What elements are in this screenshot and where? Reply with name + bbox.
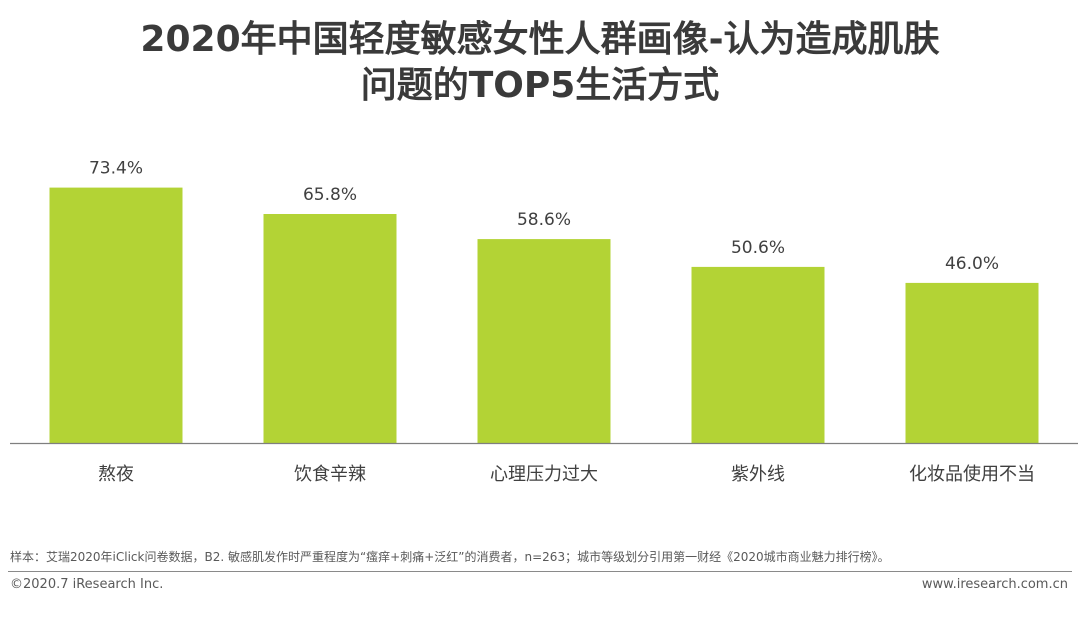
category-label: 紫外线 bbox=[731, 464, 785, 485]
chart-title-line-2: 问题的TOP5生活方式 bbox=[360, 65, 720, 106]
bar-value-label: 65.8% bbox=[303, 185, 357, 205]
website-text: www.iresearch.com.cn bbox=[921, 577, 1068, 592]
category-label: 化妆品使用不当 bbox=[909, 464, 1035, 485]
sample-footnote: 样本：艾瑞2020年iClick问卷数据，B2. 敏感肌发作时严重程度为“瘙痒+… bbox=[10, 550, 890, 564]
bar-chart: 73.4% 熬夜 65.8% 饮食辛辣 58.6% 心理压力过大 50.6% 紫外线 46.0%… bbox=[10, 159, 1078, 485]
category-label: 熬夜 bbox=[98, 464, 134, 485]
bar-5 bbox=[905, 282, 1039, 443]
bar-value-label: 73.4% bbox=[89, 159, 143, 179]
bar-4 bbox=[691, 266, 825, 443]
category-label: 心理压力过大 bbox=[490, 464, 598, 485]
bar-2 bbox=[263, 214, 397, 443]
bar-value-label: 58.6% bbox=[517, 210, 571, 230]
category-label: 饮食辛辣 bbox=[294, 464, 366, 485]
footer-divider bbox=[8, 571, 1072, 572]
bar-3 bbox=[477, 239, 611, 443]
copyright-text: ©2020.7 iResearch Inc. bbox=[10, 577, 164, 592]
bar-value-label: 50.6% bbox=[731, 238, 785, 258]
bar-1 bbox=[49, 187, 183, 443]
chart-title-line-1: 2020年中国轻度敏感女性人群画像-认为造成肌肤 bbox=[140, 19, 940, 60]
bar-value-label: 46.0% bbox=[945, 254, 999, 274]
